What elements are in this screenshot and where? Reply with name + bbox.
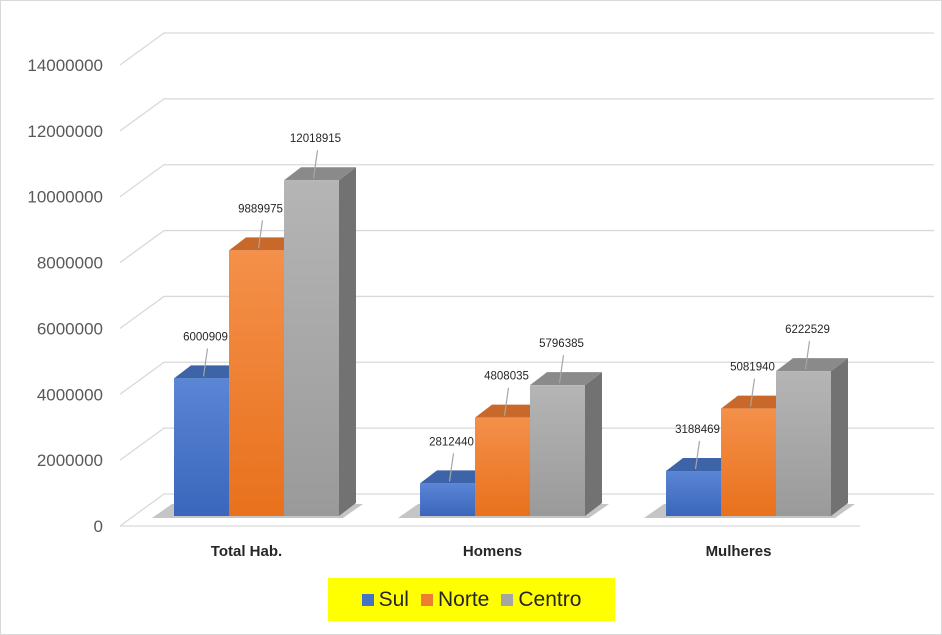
legend-item-sul: Sul [361, 587, 409, 612]
legend: Sul Norte Centro [328, 578, 615, 621]
bar-norte[interactable] [475, 417, 530, 516]
bar-top-centro [530, 372, 602, 386]
legend-item-centro: Centro [501, 588, 581, 612]
data-label-leader [312, 150, 319, 179]
data-label-sul: 6000909 [183, 331, 228, 343]
legend-label-centro: Centro [518, 587, 582, 611]
data-label-centro: 12018915 [290, 133, 341, 145]
bar-top-centro [776, 358, 848, 372]
data-label-leader [257, 220, 264, 249]
y-tick-label: 4000000 [37, 385, 103, 404]
bar-centro[interactable] [530, 385, 585, 516]
bar-norte[interactable] [229, 250, 284, 516]
data-label-centro: 5796385 [539, 338, 584, 350]
legend-swatch-norte [420, 593, 433, 606]
bar-top-norte [475, 404, 547, 418]
bar-top-norte [229, 237, 301, 251]
legend-swatch-centro [501, 593, 514, 606]
y-tick-label: 12000000 [27, 122, 103, 141]
bar-top-sul [174, 365, 246, 379]
x-category-label: Mulheres [706, 543, 772, 560]
bar-side-centro [585, 372, 602, 516]
data-label-leader [804, 341, 811, 370]
gridline [119, 164, 934, 198]
data-label-leader [694, 440, 701, 470]
gridline [119, 295, 934, 329]
gridline [119, 229, 934, 264]
bar-top-norte [721, 395, 793, 409]
data-label-leader [503, 387, 510, 416]
legend-label-sul: Sul [378, 587, 409, 611]
bar-sul[interactable] [174, 378, 229, 516]
y-tick-label: 14000000 [27, 56, 103, 75]
data-label-norte: 4808035 [484, 371, 529, 383]
bar-top-sul [666, 458, 738, 472]
data-label-centro: 6222529 [785, 324, 830, 336]
bar-side-centro [339, 167, 356, 516]
legend-label-norte: Norte [437, 587, 490, 611]
y-tick-label: 0 [94, 517, 103, 536]
bar-centro[interactable] [776, 371, 831, 516]
bar-sul[interactable] [666, 471, 721, 516]
bar-sul[interactable] [420, 483, 475, 516]
data-label-leader [749, 378, 756, 407]
data-label-sul: 2812440 [429, 436, 474, 448]
bar-centro[interactable] [284, 180, 339, 516]
data-label-sul: 3188469 [675, 424, 720, 436]
bar-top-sul [420, 470, 492, 484]
y-tick-label: 6000000 [37, 319, 103, 338]
legend-item-norte: Norte [420, 587, 490, 612]
gridline [119, 32, 934, 66]
data-label-norte: 9889975 [238, 203, 283, 215]
data-label-leader [202, 348, 209, 377]
y-tick-label: 8000000 [37, 254, 103, 273]
y-tick-label: 10000000 [27, 188, 103, 207]
data-label-leader [448, 453, 455, 482]
legend-swatch-sul [361, 593, 374, 606]
bar-side-centro [831, 358, 848, 516]
y-tick-label: 2000000 [37, 451, 103, 470]
gridline [119, 427, 934, 461]
data-label-leader [558, 355, 565, 384]
gridline [119, 98, 934, 132]
bar-norte[interactable] [721, 408, 776, 516]
x-category-label: Total Hab. [211, 543, 282, 560]
data-label-norte: 5081940 [730, 362, 775, 374]
bar-top-centro [284, 167, 356, 181]
x-category-label: Homens [463, 543, 522, 560]
gridline [119, 361, 934, 395]
